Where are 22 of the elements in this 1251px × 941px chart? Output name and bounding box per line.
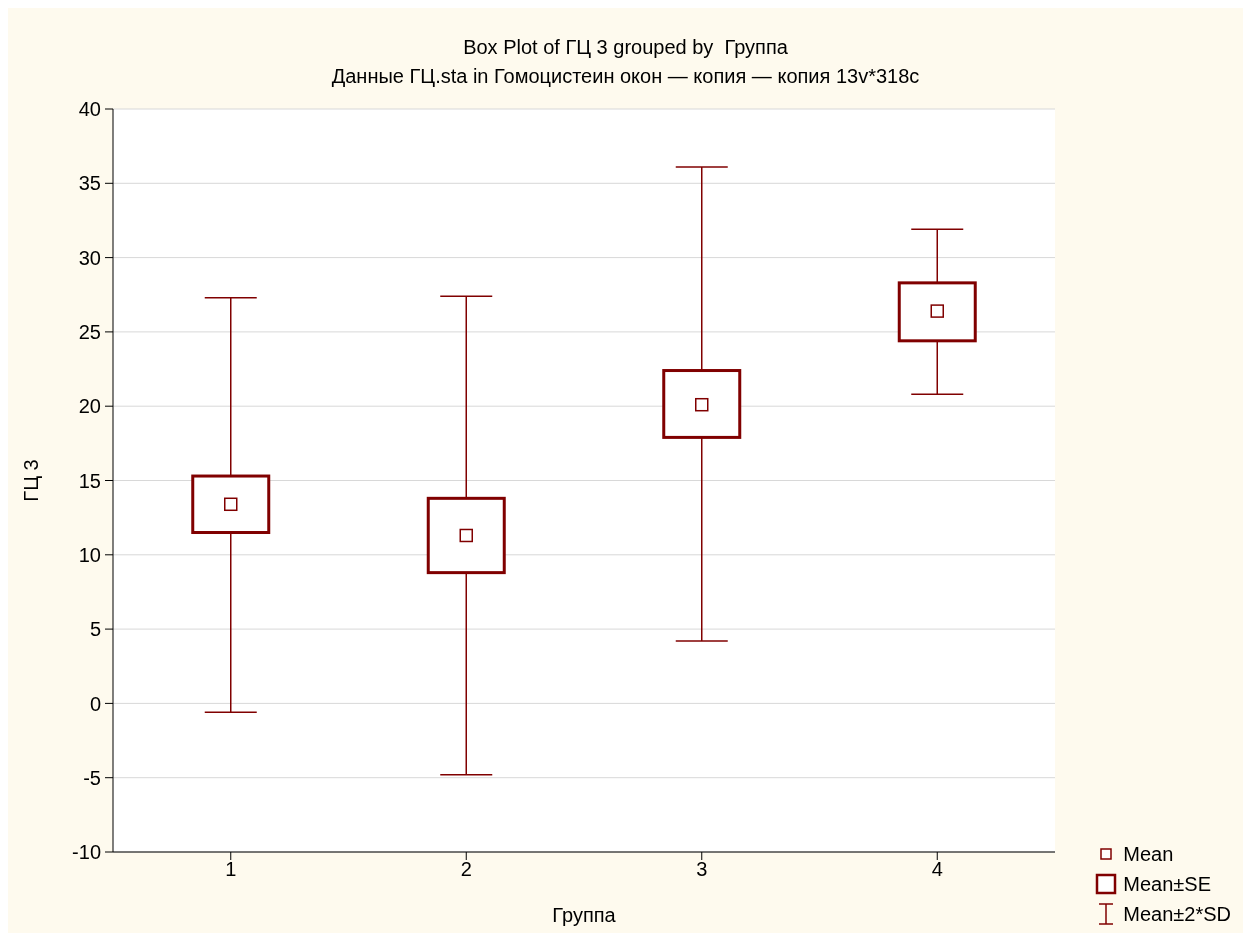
- y-tick-label: 25: [78, 321, 101, 343]
- x-tick-label: 1: [225, 858, 237, 881]
- text: Mean: [1123, 842, 1174, 866]
- y-axis-title: ГЦ 3: [20, 459, 43, 502]
- y-tick-label: 5: [89, 618, 101, 641]
- y-tick-label: 15: [78, 469, 101, 492]
- y-tick-label: 0: [89, 692, 101, 715]
- y-tick-label: 30: [78, 246, 101, 269]
- chart-title: Box Plot of ГЦ 3 grouped by Группа: [462, 36, 789, 59]
- y-tick-label: -5: [83, 766, 101, 789]
- x-tick-label: 4: [931, 858, 943, 881]
- y-tick-label: 35: [78, 172, 101, 195]
- x-tick-label: 3: [696, 858, 708, 881]
- chart-subtitle: Данные ГЦ.sta in Гомоцистеин окон — копия — копия 13v*318c: [330, 65, 921, 88]
- x-tick-label: 2: [460, 858, 472, 881]
- y-tick-label: 10: [78, 543, 101, 566]
- y-tick-label: -10: [72, 841, 101, 864]
- x-axis-title: Группа: [552, 904, 617, 926]
- y-tick-label: 20: [78, 395, 101, 418]
- text: Mean±SE: [1123, 872, 1211, 896]
- text: Mean±2*SD: [1123, 902, 1231, 926]
- y-tick-label: 40: [78, 98, 101, 121]
